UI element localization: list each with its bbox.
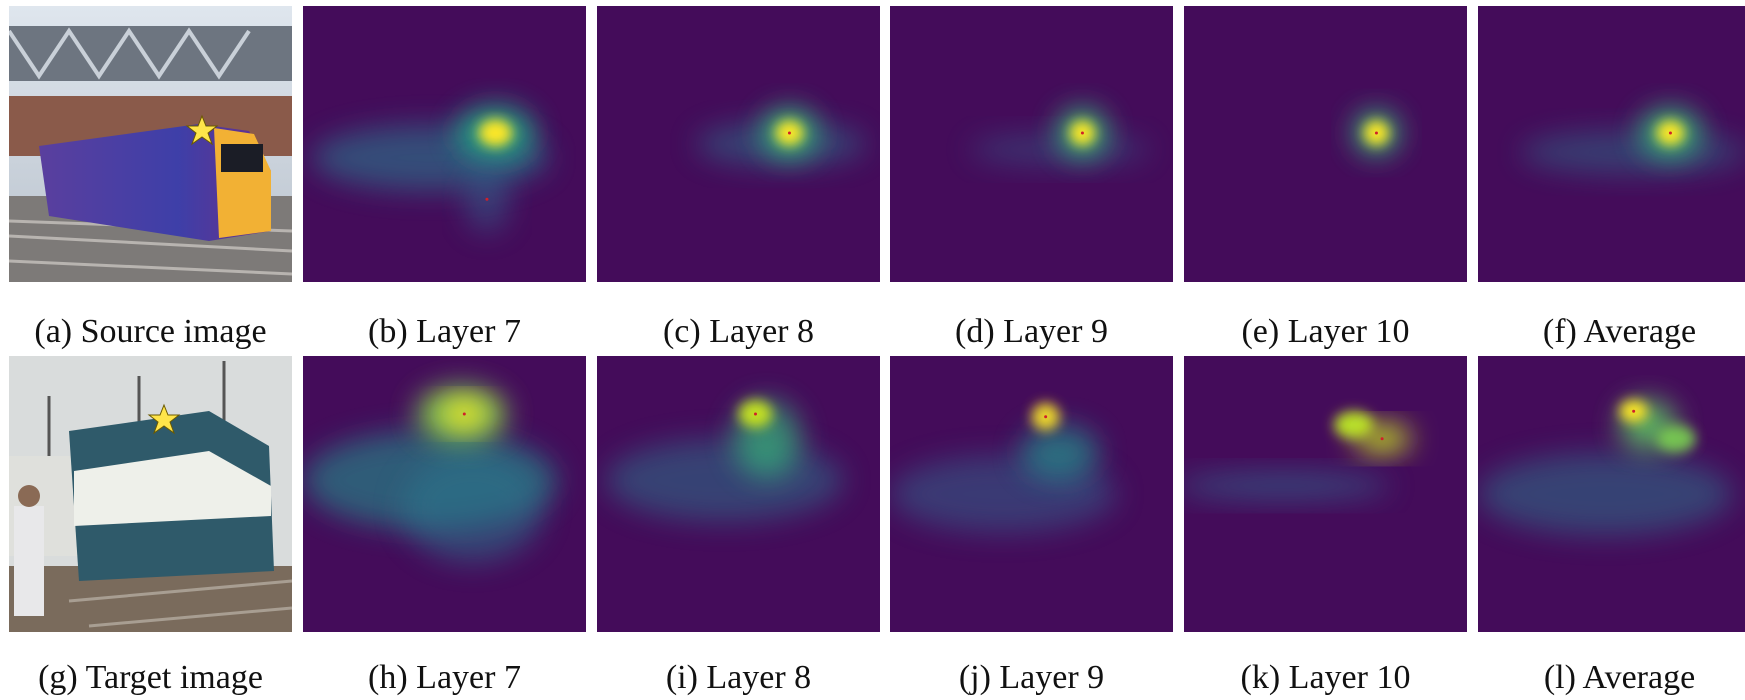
- activation: [402, 453, 544, 563]
- heatmap-bg: [1184, 6, 1467, 282]
- panel: [1478, 356, 1745, 632]
- caption: (k) Layer 10: [1241, 659, 1411, 696]
- heatmap: [303, 6, 586, 282]
- caption: (j) Layer 9: [959, 659, 1104, 696]
- heatmap: [597, 356, 880, 632]
- figure: (a) Source image (b) Layer 7 (c) Layer 8 (d…: [0, 0, 1745, 700]
- caption: (c) Layer 8: [663, 313, 814, 350]
- heatmap: [1478, 356, 1745, 632]
- caption: (d) Layer 9: [955, 313, 1108, 350]
- activation: [1656, 425, 1696, 453]
- query-point: [1381, 437, 1384, 440]
- panel: [1176, 356, 1467, 632]
- query-point: [1632, 410, 1635, 413]
- caption: (g) Target image: [38, 659, 263, 696]
- heatmap: [303, 356, 586, 632]
- panel: [890, 356, 1173, 632]
- caption: (b) Layer 7: [368, 313, 521, 350]
- activation: [1020, 425, 1099, 480]
- panel: [890, 6, 1173, 282]
- person-head: [18, 485, 40, 507]
- heatmap: [890, 356, 1173, 632]
- heatmap: [1176, 356, 1467, 632]
- heatmap: [890, 6, 1173, 282]
- bridge: [9, 26, 292, 81]
- panel: [1478, 6, 1745, 282]
- query-point: [463, 412, 466, 415]
- query-point: [1669, 131, 1672, 134]
- caption: (l) Average: [1544, 659, 1695, 696]
- heatmap: [1184, 6, 1467, 282]
- caption: (a) Source image: [34, 313, 266, 350]
- panel: [597, 6, 880, 282]
- heatmap: [1478, 6, 1745, 282]
- query-point: [1081, 131, 1084, 134]
- windshield: [221, 144, 263, 172]
- caption: (h) Layer 7: [368, 659, 521, 696]
- query-point: [788, 131, 791, 134]
- query-point: [1375, 131, 1378, 134]
- activation: [478, 119, 512, 147]
- query-point: [485, 198, 488, 201]
- panel: [303, 6, 586, 282]
- query-point: [1044, 415, 1047, 418]
- query-point: [754, 412, 757, 415]
- activation: [1520, 130, 1745, 174]
- photo: [9, 6, 292, 282]
- heatmap: [597, 6, 880, 282]
- person: [14, 506, 44, 616]
- panel: [9, 356, 292, 632]
- panel: [9, 6, 292, 282]
- caption: (i) Layer 8: [666, 659, 811, 696]
- activation: [1478, 453, 1733, 536]
- panel: [597, 356, 880, 632]
- photo: [9, 356, 292, 632]
- panel: [303, 356, 586, 632]
- activation: [1176, 472, 1391, 500]
- caption: (f) Average: [1543, 313, 1696, 350]
- caption: (e) Layer 10: [1241, 313, 1409, 350]
- activation: [605, 439, 843, 522]
- panel: [1184, 6, 1467, 282]
